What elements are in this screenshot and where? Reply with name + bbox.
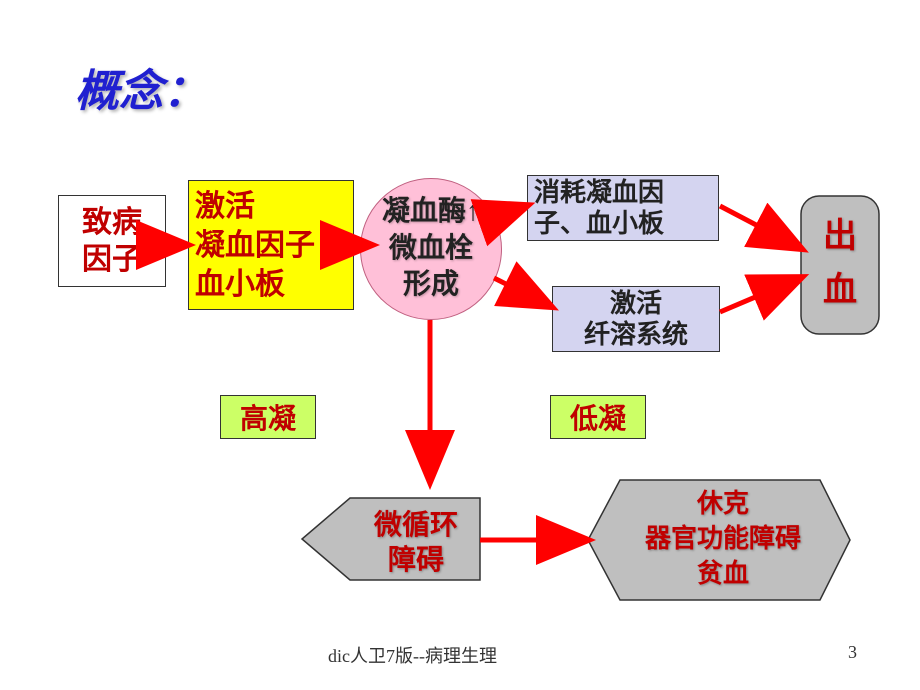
- footer-text: dic人卫7版--病理生理: [328, 642, 497, 668]
- page-number: 3: [848, 642, 857, 663]
- node-shock-text: 休克 器官功能障碍 贫血: [618, 486, 828, 591]
